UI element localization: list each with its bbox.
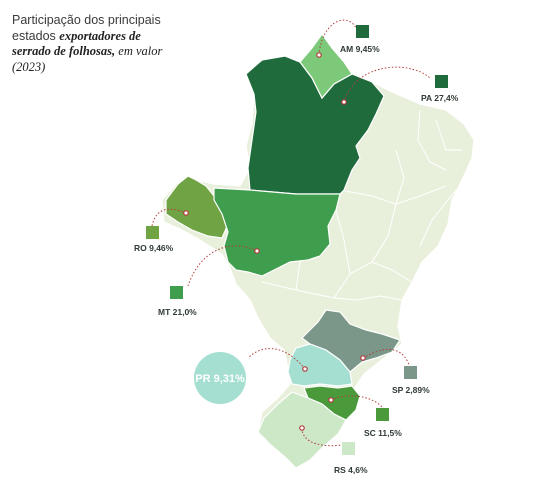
- dot-AM: [316, 52, 322, 58]
- label-PA: PA 27,4%: [421, 93, 459, 103]
- swatch-PA: [435, 75, 448, 88]
- leader-dots: [183, 52, 366, 431]
- dot-RO: [183, 210, 189, 216]
- leader-RO: [151, 208, 187, 227]
- leader-RS: [301, 427, 347, 447]
- leader-AM: [318, 19, 357, 56]
- bubble-PR: [194, 352, 246, 404]
- label-AM: AM 9,45%: [340, 44, 380, 54]
- title-bold: exportadores de serrado de folhosas,: [12, 28, 141, 59]
- leader-SP: [362, 348, 411, 369]
- swatch-RS: [342, 442, 355, 455]
- label-SP: SP 2,89%: [392, 385, 430, 395]
- title-italic: em valor (2023): [12, 44, 163, 74]
- leader-PR: [247, 348, 306, 370]
- internal-borders: [261, 109, 462, 301]
- swatch-MT: [170, 286, 183, 299]
- dot-RS: [299, 425, 305, 431]
- label-MT: MT 21,0%: [158, 307, 197, 317]
- label-PR: PR 9,31%: [195, 373, 245, 385]
- title-plain: Participação dos principais estados: [12, 13, 161, 43]
- label-RS: RS 4,6%: [334, 465, 368, 475]
- state-SP[interactable]: [301, 309, 401, 373]
- leader-SC: [330, 395, 385, 411]
- dot-SP: [360, 355, 366, 361]
- state-AM[interactable]: [284, 32, 353, 100]
- label-RO: RO 9,46%: [134, 243, 174, 253]
- swatch-SC: [376, 408, 389, 421]
- dot-PR: [302, 366, 308, 372]
- state-PR[interactable]: [287, 343, 353, 387]
- map-title: Participação dos principais estados expo…: [12, 13, 182, 75]
- dot-PA: [341, 99, 347, 105]
- label-SC: SC 11,5%: [364, 428, 402, 438]
- leader-lines: [151, 19, 431, 447]
- state-MT[interactable]: [213, 187, 341, 277]
- dot-SC: [328, 397, 334, 403]
- legend-swatches: [146, 25, 448, 455]
- swatch-SP: [404, 366, 417, 379]
- swatch-RO: [146, 226, 159, 239]
- swatch-AM: [356, 25, 369, 38]
- dot-MT: [254, 248, 260, 254]
- leader-MT: [187, 245, 258, 287]
